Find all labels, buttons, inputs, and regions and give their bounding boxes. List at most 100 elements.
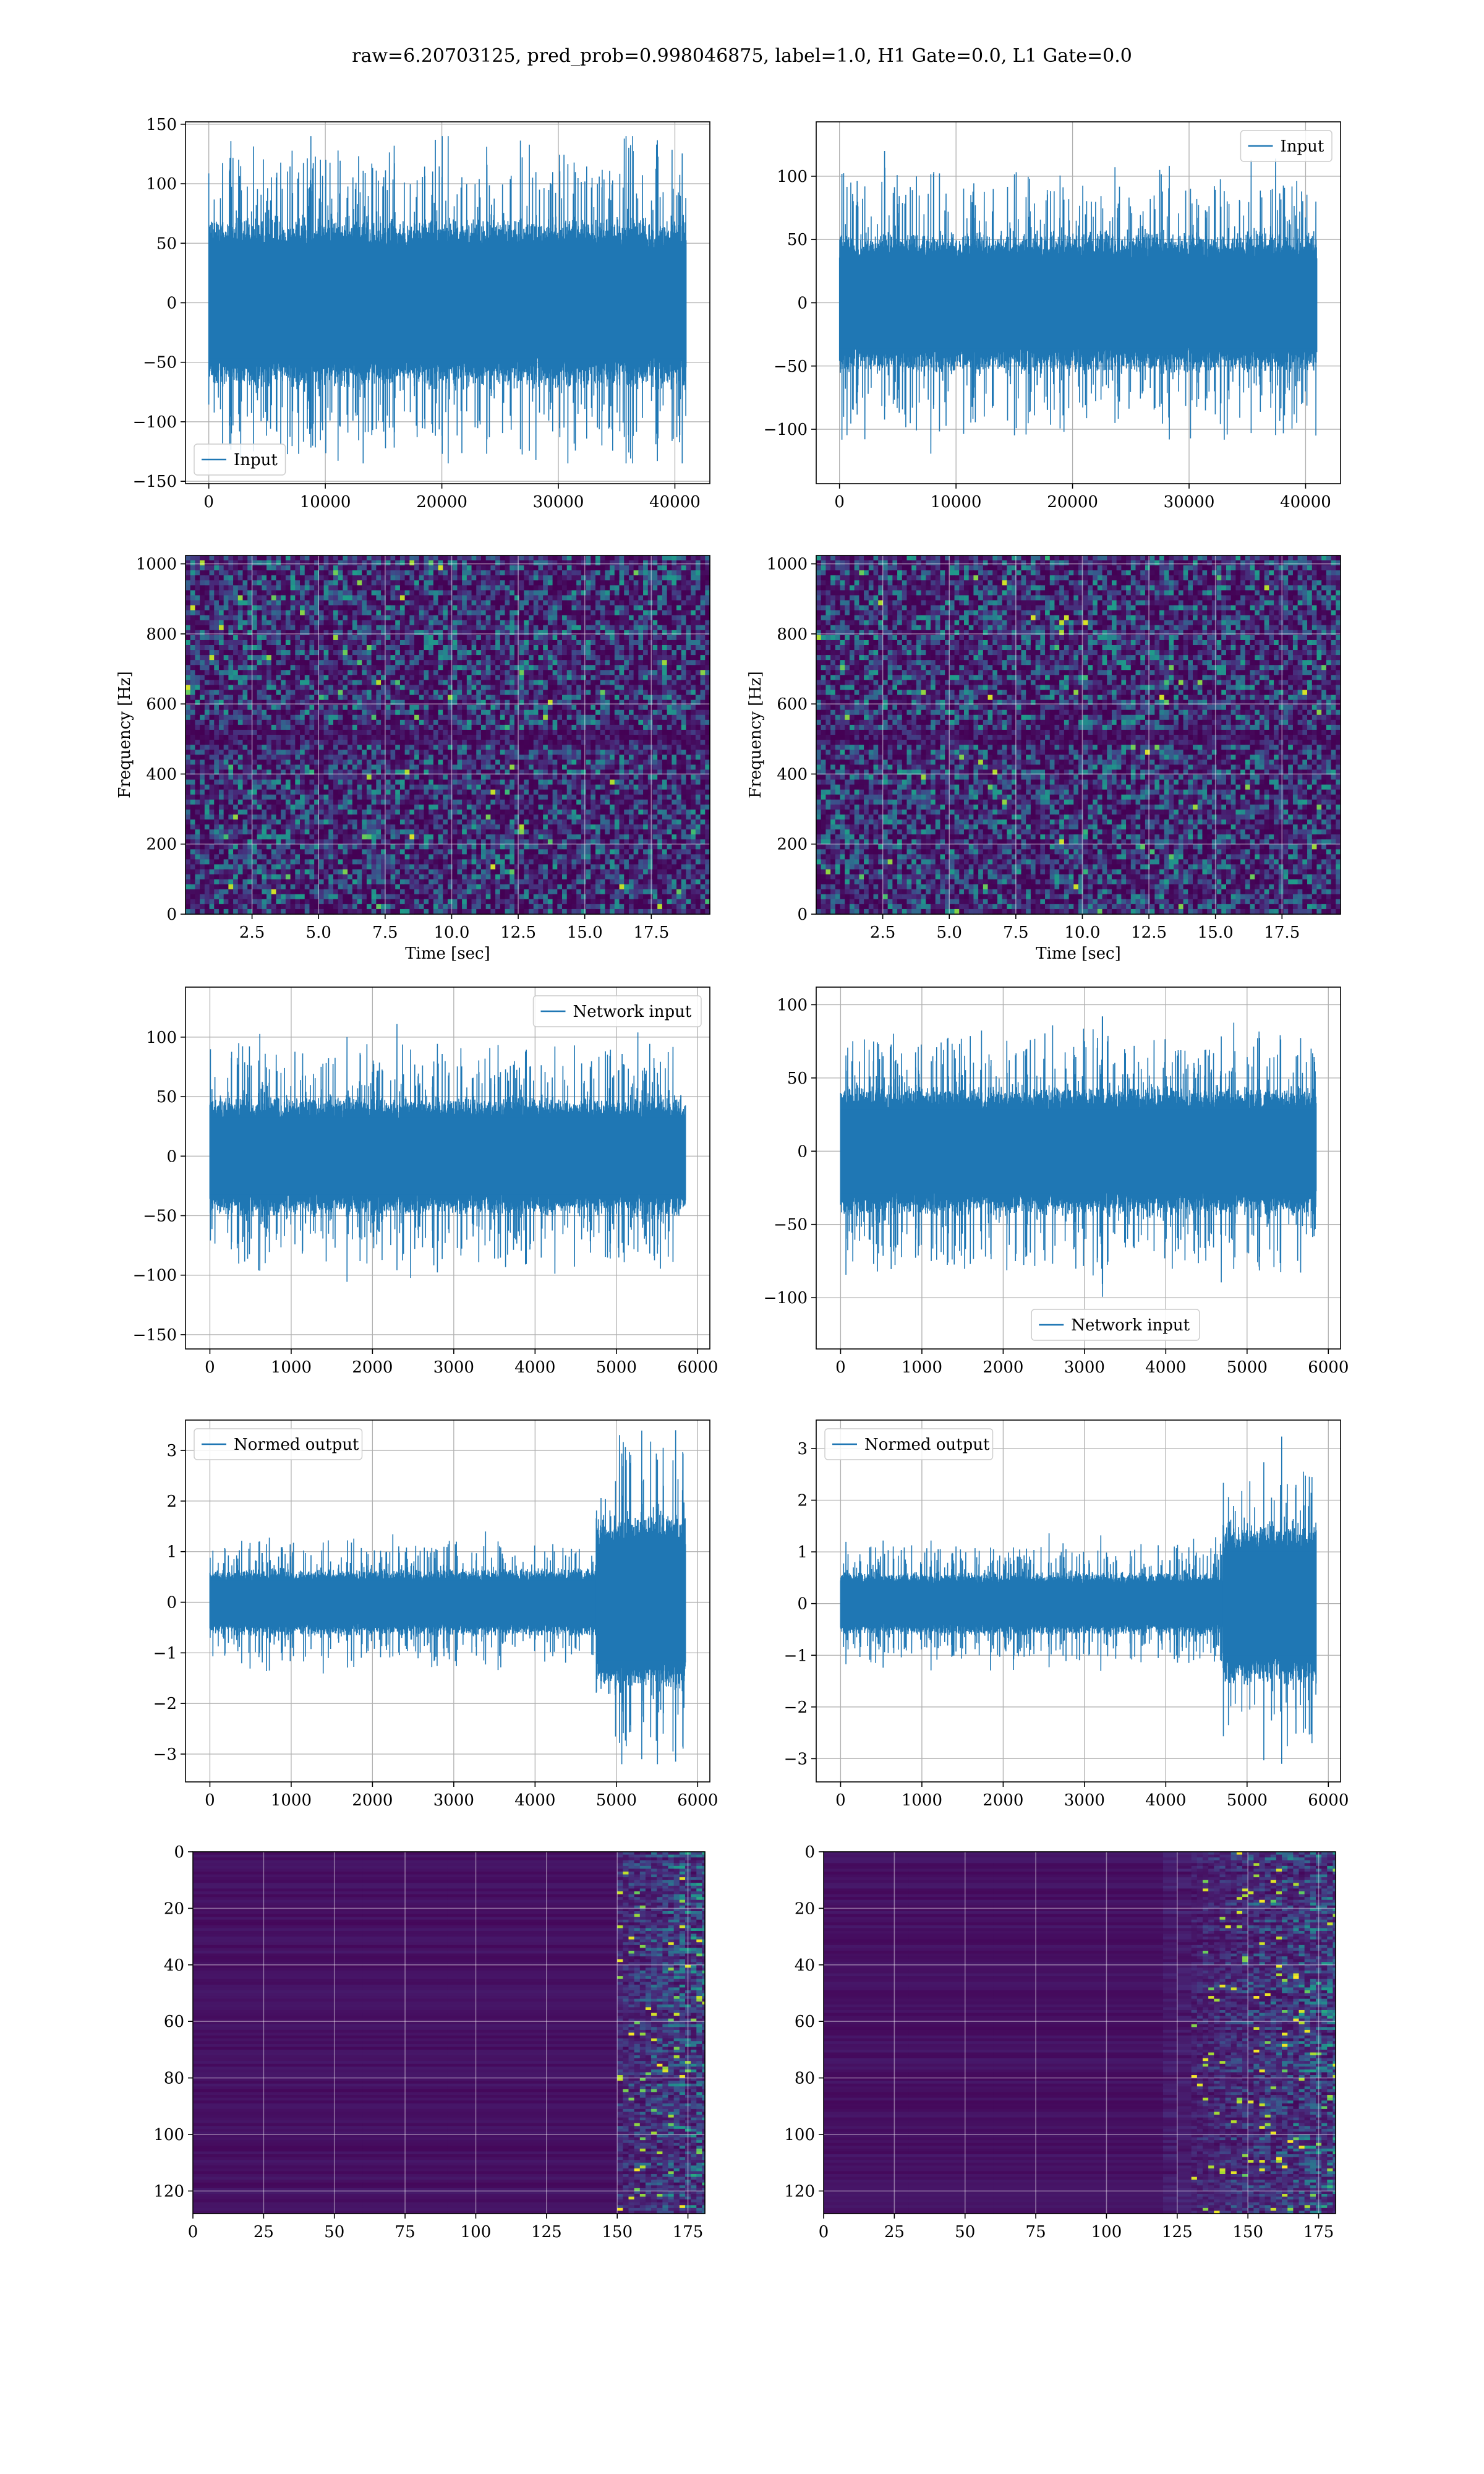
heatmap-cell	[662, 655, 667, 661]
heatmap-cell	[224, 601, 229, 606]
heatmap-cell	[214, 670, 219, 675]
heatmap-cell	[390, 606, 395, 611]
heatmap-cell	[538, 675, 543, 680]
heatmap-cell	[238, 680, 243, 685]
heatmap-cell	[615, 715, 620, 721]
heatmap-cell	[605, 625, 610, 631]
heatmap-cell	[472, 570, 477, 576]
heatmap-cell	[438, 625, 443, 631]
heatmap-cell	[519, 675, 524, 680]
heatmap-cell	[309, 601, 314, 606]
heatmap-cell	[286, 695, 291, 701]
heatmap-cell	[205, 585, 210, 591]
heatmap-cell	[638, 630, 643, 636]
heatmap-cell	[267, 665, 271, 670]
heatmap-cell	[457, 655, 462, 661]
heatmap-cell	[581, 735, 586, 740]
heatmap-cell	[495, 640, 500, 646]
heatmap-cell	[419, 720, 424, 726]
heatmap-cell	[495, 735, 500, 740]
heatmap-cell	[210, 730, 215, 735]
heatmap-cell	[338, 695, 343, 701]
heatmap-cell	[228, 620, 233, 626]
heatmap-cell	[486, 755, 491, 760]
heatmap-cell	[295, 710, 300, 716]
heatmap-cell	[538, 555, 543, 561]
heatmap-cell	[571, 610, 576, 616]
heatmap-cell	[276, 735, 281, 740]
heatmap-cell	[386, 655, 391, 661]
heatmap-cell	[367, 740, 372, 745]
heatmap-cell	[657, 764, 662, 770]
heatmap-cell	[319, 580, 324, 586]
heatmap-cell	[328, 565, 333, 571]
heatmap-cell	[286, 660, 291, 666]
heatmap-cell	[433, 730, 438, 735]
heatmap-cell	[662, 685, 667, 690]
heatmap-cell	[538, 685, 543, 690]
heatmap-cell	[409, 680, 414, 685]
heatmap-cell	[295, 764, 300, 770]
heatmap-cell	[495, 655, 500, 661]
heatmap-cell	[643, 705, 648, 711]
heatmap-cell	[667, 590, 672, 596]
heatmap-cell	[548, 625, 553, 631]
heatmap-cell	[233, 630, 238, 636]
heatmap-cell	[357, 760, 362, 765]
heatmap-cell	[462, 615, 467, 621]
heatmap-cell	[610, 620, 615, 626]
heatmap-cell	[409, 710, 414, 716]
heatmap-cell	[214, 665, 219, 670]
heatmap-cell	[567, 740, 572, 745]
heatmap-cell	[291, 745, 296, 750]
heatmap-cell	[433, 725, 438, 730]
heatmap-cell	[701, 750, 706, 755]
heatmap-cell	[667, 610, 672, 616]
heatmap-cell	[495, 730, 500, 735]
heatmap-cell	[505, 610, 510, 616]
heatmap-cell	[567, 601, 572, 606]
heatmap-cell	[624, 745, 629, 750]
heatmap-cell	[400, 595, 405, 601]
heatmap-cell	[672, 725, 676, 730]
heatmap-cell	[352, 615, 357, 621]
heatmap-cell	[476, 745, 481, 750]
heatmap-cell	[228, 640, 233, 646]
heatmap-cell	[524, 595, 529, 601]
heatmap-cell	[262, 660, 267, 666]
heatmap-cell	[462, 560, 467, 566]
heatmap-cell	[462, 655, 467, 661]
heatmap-cell	[276, 645, 281, 651]
heatmap-cell	[338, 755, 343, 760]
heatmap-cell	[395, 555, 400, 561]
heatmap-cell	[519, 705, 524, 711]
heatmap-cell	[696, 764, 701, 770]
heatmap-cell	[591, 580, 595, 586]
heatmap-cell	[534, 760, 539, 765]
heatmap-cell	[291, 570, 296, 576]
heatmap-cell	[281, 635, 286, 641]
heatmap-cell	[405, 610, 410, 616]
heatmap-cell	[305, 635, 310, 641]
heatmap-cell	[333, 745, 338, 750]
heatmap-cell	[472, 680, 477, 685]
heatmap-cell	[300, 710, 305, 716]
heatmap-cell	[600, 580, 605, 586]
heatmap-cell	[400, 645, 405, 651]
heatmap-cell	[486, 735, 491, 740]
heatmap-cell	[514, 601, 519, 606]
heatmap-cell	[390, 750, 395, 755]
heatmap-cell	[224, 595, 229, 601]
heatmap-cell	[338, 715, 343, 721]
heatmap-cell	[453, 590, 458, 596]
heatmap-cell	[657, 620, 662, 626]
heatmap-cell	[233, 645, 238, 651]
heatmap-cell	[529, 601, 534, 606]
heatmap-cell	[648, 735, 653, 740]
heatmap-cell	[543, 725, 548, 730]
heatmap-cell	[228, 735, 233, 740]
heatmap-cell	[624, 625, 629, 631]
heatmap-cell	[228, 565, 233, 571]
heatmap-cell	[352, 595, 357, 601]
heatmap-cell	[328, 760, 333, 765]
